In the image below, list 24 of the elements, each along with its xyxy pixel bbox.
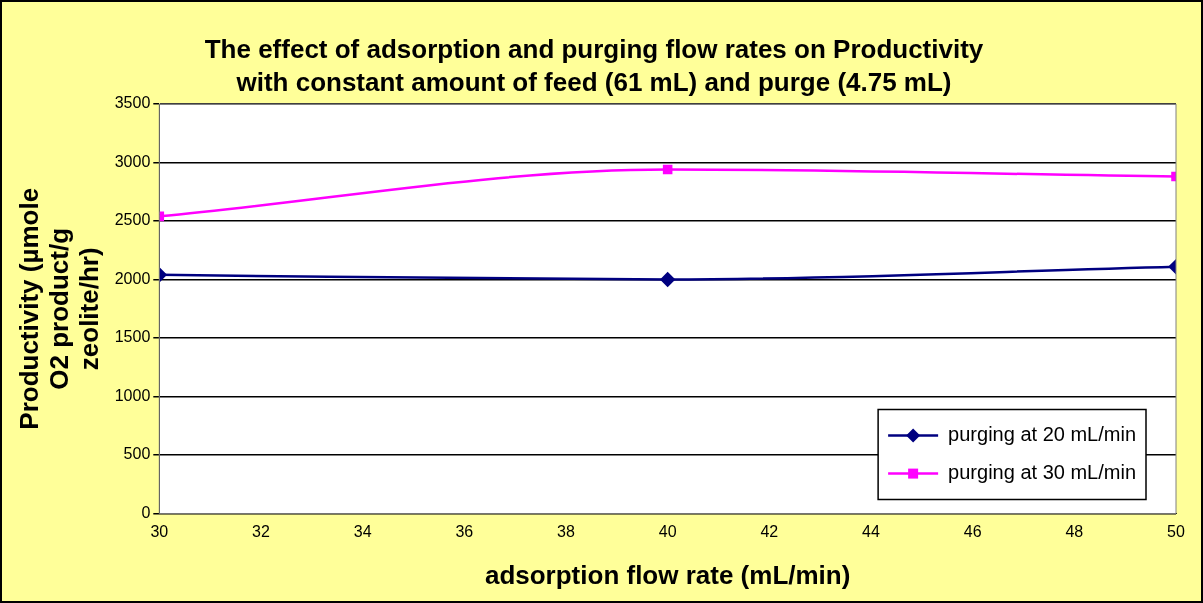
x-tick-label: 44 — [862, 522, 880, 540]
x-tick-label: 42 — [760, 522, 779, 540]
legend-label: purging at 20 mL/min — [948, 423, 1137, 446]
y-axis-title: Productivity (µmole O2 product/g zeolite/hr) — [14, 187, 104, 430]
x-tick-label: 46 — [963, 522, 982, 540]
x-tick-label: 38 — [557, 522, 575, 540]
x-tick-label: 36 — [455, 522, 474, 540]
chart-title: The effect of adsorption and purging flow rates on Productivity with constant amount of feed (61 mL) and purge (4.75 mL) — [204, 34, 984, 97]
x-tick-label: 34 — [353, 522, 372, 540]
y-tick-label: 3500 — [114, 94, 151, 112]
y-tick-label: 500 — [123, 445, 151, 463]
x-tick-label: 40 — [658, 522, 677, 540]
x-tick-label: 32 — [252, 522, 270, 540]
y-tick-label: 2500 — [114, 211, 151, 229]
y-tick-label: 3000 — [114, 152, 151, 170]
x-tick-label: 30 — [150, 522, 169, 540]
x-tick-label: 48 — [1065, 522, 1084, 540]
y-tick-label: 0 — [141, 504, 151, 522]
x-axis-title: adsorption flow rate (mL/min) — [484, 559, 851, 590]
y-tick-label: 1000 — [114, 386, 151, 404]
y-tick-label: 1500 — [114, 328, 151, 346]
legend-label: purging at 30 mL/min — [948, 461, 1137, 484]
y-tick-label: 2000 — [114, 269, 151, 287]
x-tick-label: 50 — [1167, 522, 1185, 540]
